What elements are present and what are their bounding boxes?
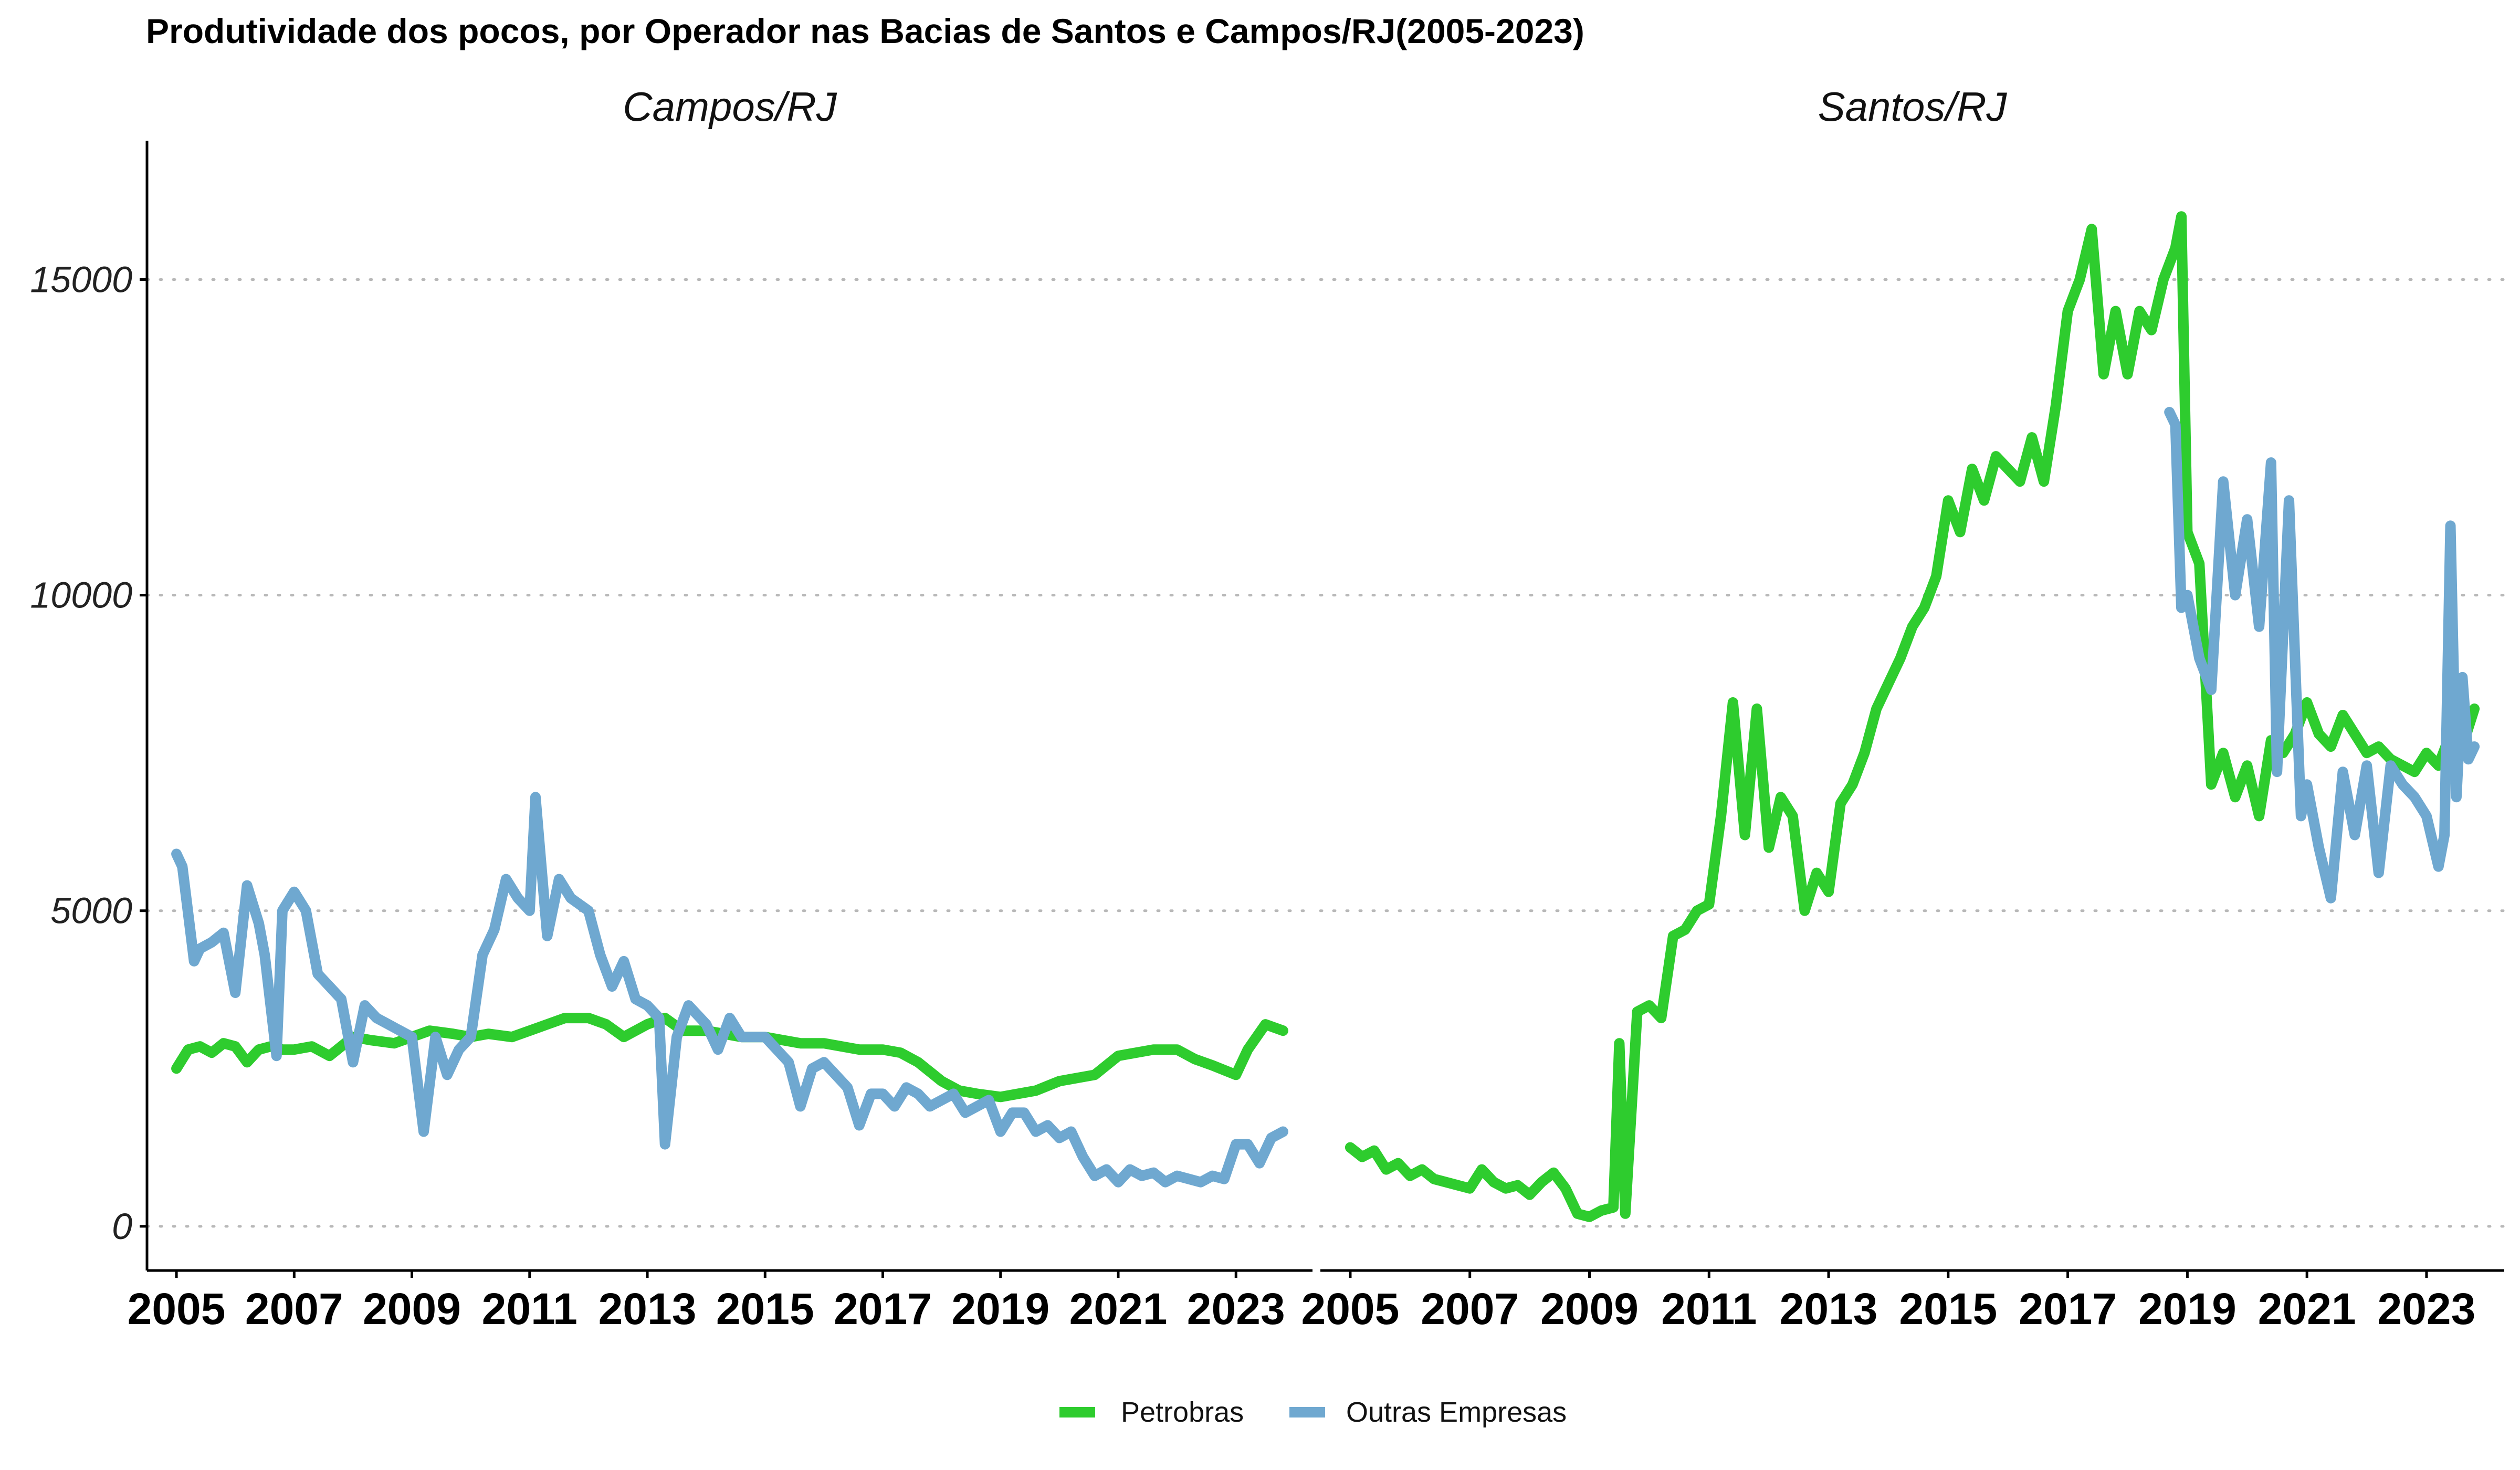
x-tick-label-campos-2013: 2013	[598, 1284, 697, 1334]
y-tick-label-10000: 10000	[30, 575, 132, 616]
x-tick-label-santos-2017: 2017	[2019, 1284, 2117, 1334]
series-line-campos-outras-empresas	[171, 792, 1288, 1188]
x-tick-label-santos-2019: 2019	[2138, 1284, 2236, 1334]
legend-label-outras: Outras Empresas	[1346, 1396, 1567, 1428]
x-tick-label-campos-2011: 2011	[482, 1284, 578, 1334]
x-tick-label-campos-2009: 2009	[363, 1284, 461, 1334]
x-tick-label-campos-2023: 2023	[1187, 1284, 1285, 1334]
chart-title: Produtividade dos pocos, por Operador na…	[146, 12, 1584, 50]
x-tick-label-santos-2009: 2009	[1540, 1284, 1639, 1334]
x-tick-label-santos-2021: 2021	[2258, 1284, 2356, 1334]
x-tick-label-campos-2021: 2021	[1069, 1284, 1168, 1334]
series-line-santos-outras-empresas	[2164, 407, 2480, 904]
x-tick-label-campos-2005: 2005	[128, 1284, 226, 1334]
x-tick-label-santos-2013: 2013	[1780, 1284, 1878, 1334]
x-tick-label-campos-2007: 2007	[245, 1284, 343, 1334]
x-tick-label-campos-2015: 2015	[716, 1284, 814, 1334]
panel-title-campos: Campos/RJ	[623, 83, 837, 130]
y-tick-label-15000: 15000	[30, 259, 132, 300]
legend: Petrobras Outras Empresas	[1059, 1396, 1567, 1428]
x-tick-label-campos-2019: 2019	[951, 1284, 1049, 1334]
x-tick-label-campos-2017: 2017	[834, 1284, 932, 1334]
series-line-campos-petrobras	[171, 1013, 1288, 1102]
panel-santos: Santos/RJ 2005 2007 2009 2011 2013 2015 2017 20…	[1301, 83, 2506, 1334]
x-tick-label-santos-2011: 2011	[1661, 1284, 1757, 1334]
x-tick-label-santos-2005: 2005	[1301, 1284, 1400, 1334]
panel-campos: Campos/RJ 0 5000 10000 15000 2005 2007 2009 201…	[30, 83, 1314, 1334]
y-tick-label-5000: 5000	[50, 890, 132, 931]
x-tick-label-santos-2023: 2023	[2378, 1284, 2476, 1334]
panel-title-santos: Santos/RJ	[1818, 83, 2008, 130]
y-tick-label-0: 0	[112, 1206, 132, 1247]
legend-label-petrobras: Petrobras	[1121, 1396, 1244, 1428]
x-tick-label-santos-2007: 2007	[1421, 1284, 1519, 1334]
series-line-santos-petrobras	[1345, 211, 2480, 1222]
x-tick-label-santos-2015: 2015	[1899, 1284, 1997, 1334]
